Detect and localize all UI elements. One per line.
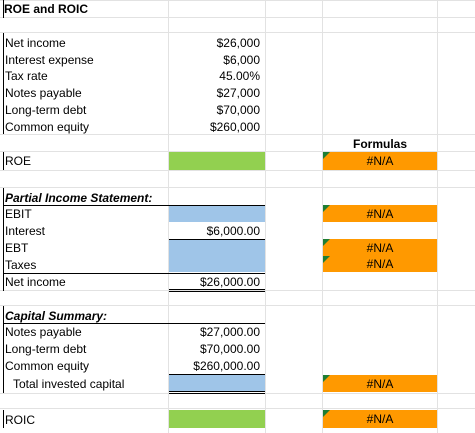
long-term-debt-value[interactable]: $70,000.00 (199, 342, 260, 356)
gridline-row (0, 17, 475, 18)
input-value-common-equity[interactable]: $260,000 (209, 120, 260, 134)
interest-label: Interest (5, 224, 46, 238)
ebt-label: EBT (5, 241, 29, 255)
notes-payable-label: Notes payable (5, 325, 82, 339)
interest-value[interactable]: $6,000.00 (206, 224, 260, 238)
ebit-input-cell[interactable] (169, 206, 265, 222)
gridline-col (322, 0, 323, 433)
total-invested-capital-formula-cell[interactable]: #N/A (323, 375, 437, 392)
input-value-notes-payable[interactable]: $27,000 (216, 86, 260, 100)
net-income-value[interactable]: $26,000.00 (199, 275, 260, 289)
taxes-label: Taxes (5, 258, 37, 272)
sheet-title: ROE and ROIC (4, 2, 89, 16)
common-equity-underline (169, 374, 265, 375)
gridline-row (0, 170, 475, 171)
title-border (3, 0, 4, 18)
input-value-long-term-debt[interactable]: $70,000 (216, 103, 260, 117)
ebt-formula-value: #N/A (366, 241, 394, 255)
common-equity-value[interactable]: $260,000.00 (193, 359, 260, 373)
roic-border (3, 410, 4, 428)
gridline-col (168, 0, 169, 433)
gridline-row (0, 290, 475, 291)
gridline-row (0, 305, 475, 306)
roe-border (3, 152, 4, 170)
formulas-header: Formulas (352, 137, 407, 151)
input-label-common-equity: Common equity (5, 120, 90, 134)
common-equity-label: Common equity (5, 359, 90, 373)
total-invested-capital-input-cell[interactable] (169, 375, 265, 391)
error-flag-icon (323, 410, 330, 417)
notes-payable-value[interactable]: $27,000.00 (199, 325, 260, 339)
income-statement-header: Partial Income Statement: (5, 191, 153, 205)
input-block-border (3, 33, 4, 134)
taxes-underline (3, 273, 265, 274)
roe-formula-value: #N/A (366, 154, 394, 168)
input-value-interest-expense[interactable]: $6,000 (223, 53, 260, 67)
total-invested-capital-label: Total invested capital (13, 377, 125, 391)
ebit-label: EBIT (5, 207, 32, 221)
ebt-taxes-input-cell[interactable] (169, 240, 265, 272)
error-flag-icon (323, 152, 330, 159)
income-statement-rule (3, 205, 265, 206)
total-double-underline (169, 391, 265, 394)
error-flag-icon (323, 205, 330, 212)
input-label-notes-payable: Notes payable (5, 86, 82, 100)
capital-summary-header: Capital Summary: (5, 309, 108, 323)
ebt-taxes-formula-cell[interactable]: #N/A #N/A (323, 239, 437, 272)
interest-underline (169, 239, 265, 240)
error-flag-icon (323, 256, 330, 263)
roic-formula-value: #N/A (366, 412, 394, 426)
error-flag-icon (323, 239, 330, 246)
gridline-row (0, 0, 475, 1)
input-label-tax-rate: Tax rate (5, 69, 48, 83)
input-value-tax-rate[interactable]: 45.00% (219, 69, 260, 83)
error-flag-icon (323, 375, 330, 382)
roe-label: ROE (5, 154, 32, 168)
roe-input-cell[interactable] (169, 152, 265, 170)
roic-formula-cell[interactable]: #N/A (323, 410, 437, 428)
income-block-border (3, 188, 4, 291)
long-term-debt-label: Long-term debt (5, 342, 87, 356)
input-label-long-term-debt: Long-term debt (5, 103, 87, 117)
net-income-double-underline (169, 289, 265, 292)
input-label-interest-expense: Interest expense (5, 53, 94, 67)
gridline-row (0, 151, 475, 152)
capital-summary-rule (3, 323, 265, 324)
roic-label: ROIC (5, 413, 35, 427)
input-value-net-income[interactable]: $26,000 (216, 36, 260, 50)
roic-input-cell[interactable] (169, 410, 265, 428)
gridline-row (0, 187, 475, 188)
gridline-row (0, 32, 475, 33)
gridline-row (0, 408, 475, 409)
taxes-formula-value: #N/A (366, 257, 394, 271)
gridline-row (0, 134, 475, 135)
roe-formula-cell[interactable]: #N/A (323, 152, 437, 170)
gridline-col (437, 0, 438, 433)
ebit-formula-value: #N/A (366, 207, 394, 221)
total-formula-value: #N/A (366, 377, 394, 391)
gridline-col (265, 0, 266, 433)
input-label-net-income: Net income (5, 36, 66, 50)
net-income-label: Net income (5, 275, 66, 289)
capital-block-border (3, 306, 4, 393)
ebit-formula-cell[interactable]: #N/A (323, 205, 437, 222)
